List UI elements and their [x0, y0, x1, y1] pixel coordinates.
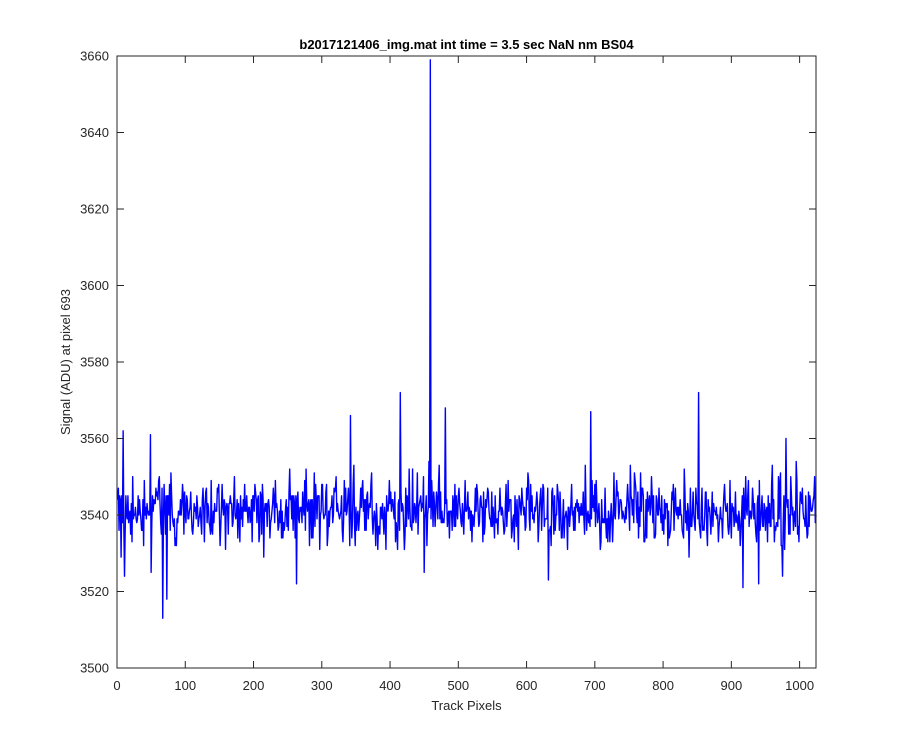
y-tick-label: 3600 [80, 278, 109, 293]
y-tick-label: 3560 [80, 431, 109, 446]
y-tick-label: 3580 [80, 355, 109, 370]
series-line [116, 59, 817, 619]
axes-box [116, 55, 817, 669]
plot-area [117, 56, 816, 668]
series-layer [116, 59, 817, 619]
x-tick-label: 800 [652, 678, 674, 693]
x-tick-label: 100 [174, 678, 196, 693]
x-tick-label: 600 [516, 678, 538, 693]
x-tick-label: 0 [113, 678, 120, 693]
x-axis-label: Track Pixels [431, 698, 502, 713]
y-tick-label: 3640 [80, 125, 109, 140]
x-tick-label: 300 [311, 678, 333, 693]
chart-title: b2017121406_img.mat int time = 3.5 sec N… [299, 37, 634, 52]
x-tick-label: 900 [721, 678, 743, 693]
x-tick-label: 500 [447, 678, 469, 693]
y-axis-label: Signal (ADU) at pixel 693 [58, 289, 73, 435]
x-tick-label: 1000 [785, 678, 814, 693]
tick-layer: 0 100 200 300 400 500 600 700 800 900 1000 3500 3520… [80, 49, 816, 693]
y-tick-label: 3620 [80, 202, 109, 217]
x-tick-label: 700 [584, 678, 606, 693]
y-tick-label: 3660 [80, 49, 109, 64]
x-tick-label: 200 [243, 678, 265, 693]
x-tick-label: 400 [379, 678, 401, 693]
y-tick-label: 3520 [80, 584, 109, 599]
y-tick-label: 3500 [80, 661, 109, 676]
y-tick-label: 3540 [80, 508, 109, 523]
